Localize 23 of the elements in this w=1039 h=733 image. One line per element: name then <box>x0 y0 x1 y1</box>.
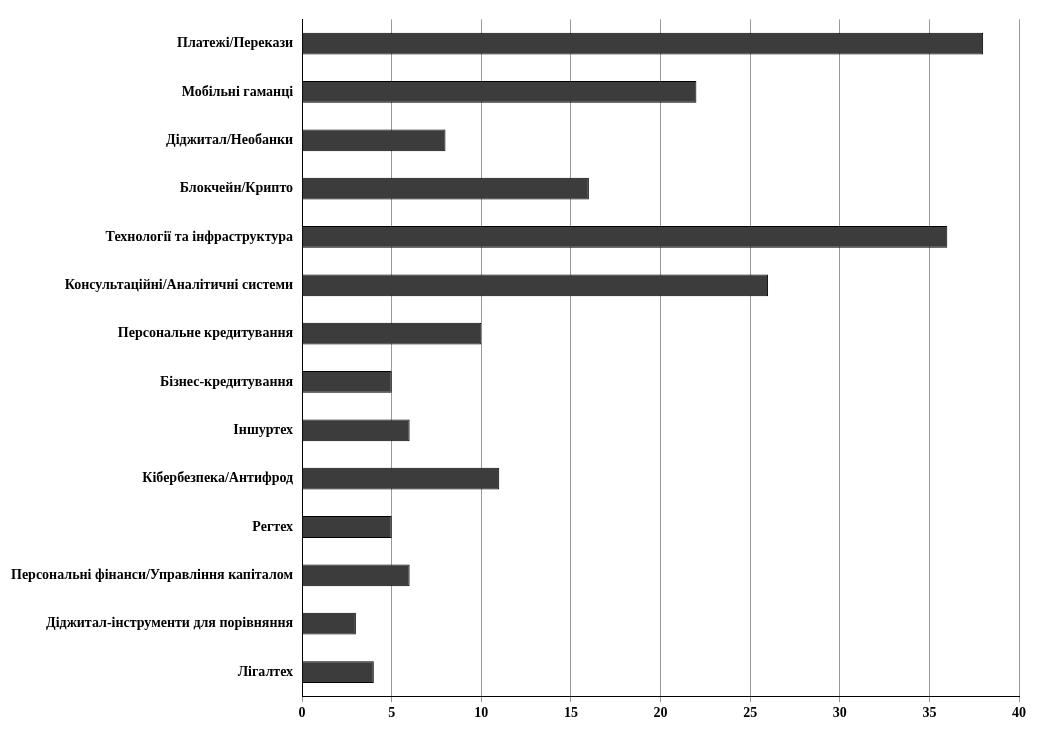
y-tick-label: Персональне кредитування <box>117 325 294 341</box>
y-tick-label: Діджитал-інструменти для порівняння <box>46 615 294 631</box>
x-tick-label: 0 <box>298 705 306 721</box>
y-tick-label: Мобільні гаманці <box>181 83 294 99</box>
y-tick-label: Лігалтех <box>237 663 294 679</box>
y-tick-label: Персональні фінанси/Управління капіталом <box>10 566 294 582</box>
y-tick-label: Технології та інфраструктура <box>105 228 294 244</box>
x-tick-label: 30 <box>832 705 847 721</box>
y-tick-label: Бізнес-кредитування <box>160 373 294 389</box>
x-tick-label: 15 <box>563 705 578 721</box>
y-tick-label: Платежі/Перекази <box>177 35 294 51</box>
x-tick-label: 5 <box>388 705 396 721</box>
x-tick-label: 10 <box>474 705 489 721</box>
y-tick-label: Регтех <box>252 518 294 534</box>
x-tick-label: 20 <box>653 705 668 721</box>
x-tick-label: 35 <box>922 705 937 721</box>
y-tick-label: Іншуртех <box>233 421 294 437</box>
y-tick-label: Діджитал/Необанки <box>166 131 294 147</box>
y-tick-label: Блокчейн/Крипто <box>179 180 294 196</box>
y-tick-label: Консультаційні/Аналітичні системи <box>64 276 294 292</box>
x-tick-label: 40 <box>1012 705 1026 721</box>
x-tick-label: 25 <box>743 705 758 721</box>
y-tick-label: Кібербезпека/Антифрод <box>142 470 294 486</box>
